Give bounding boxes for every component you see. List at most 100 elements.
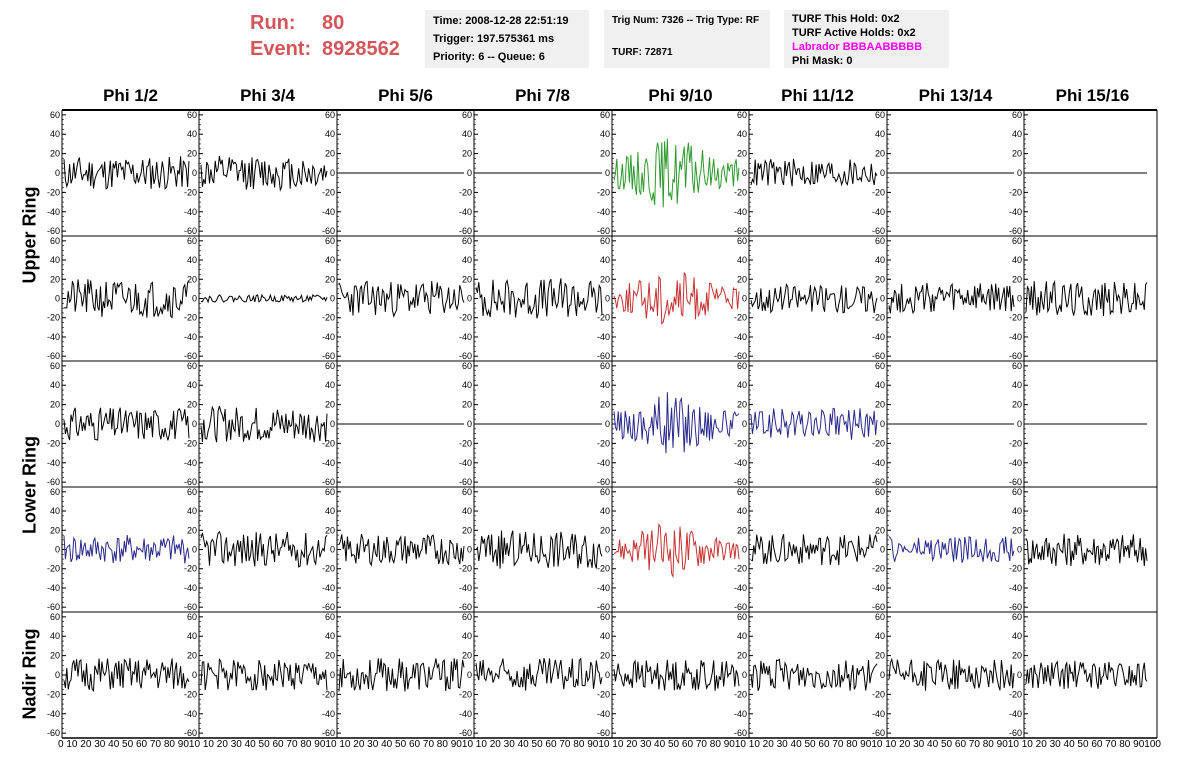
y-tick-label: -20 (734, 313, 747, 323)
y-tick-label: -60 (872, 351, 885, 361)
y-tick-label: -60 (47, 602, 60, 612)
y-tick-label: 0 (1017, 168, 1022, 178)
y-tick-label: -20 (597, 313, 610, 323)
waveform-trace (1025, 533, 1148, 567)
y-tick-label: -40 (597, 583, 610, 593)
y-tick-label: -40 (47, 458, 60, 468)
waveform-trace (63, 658, 190, 692)
y-tick-label: 20 (737, 651, 747, 661)
y-tick-label: 60 (1012, 361, 1022, 371)
turf-text: TURF: 72871 (612, 47, 673, 58)
y-tick-label: -20 (597, 438, 610, 448)
y-tick-label: -20 (734, 689, 747, 699)
y-tick-label: 60 (187, 612, 197, 622)
y-tick-label: 60 (325, 110, 335, 120)
waveform-trace (750, 158, 878, 187)
y-tick-label: 0 (55, 670, 60, 680)
y-tick-label: -60 (459, 728, 472, 738)
y-tick-label: -40 (597, 709, 610, 719)
y-tick-label: 40 (737, 380, 747, 390)
event-label: Event: (250, 38, 312, 60)
y-tick-label: 60 (875, 612, 885, 622)
panel-r5-c3: -60 -40 -20 0 20 40 60 (322, 612, 465, 738)
y-tick-label: 0 (605, 168, 610, 178)
y-tick-label: -20 (597, 187, 610, 197)
y-tick-label: 40 (462, 255, 472, 265)
y-tick-label: -60 (597, 351, 610, 361)
y-tick-label: 0 (330, 419, 335, 429)
y-tick-label: -20 (872, 187, 885, 197)
y-tick-label: 0 (330, 670, 335, 680)
y-tick-label: -60 (322, 477, 335, 487)
y-tick-label: -60 (597, 477, 610, 487)
panel-r3-c2: -60 -40 -20 0 20 40 60 (184, 361, 328, 487)
y-tick-label: -20 (459, 313, 472, 323)
y-tick-label: 20 (737, 274, 747, 284)
panel-r1-c5: -60 -40 -20 0 20 40 60 (597, 110, 740, 236)
y-tick-label: 40 (737, 129, 747, 139)
y-tick-label: 20 (1012, 274, 1022, 284)
y-tick-label: -20 (734, 438, 747, 448)
panel-r2-c8: -60 -40 -20 0 20 40 60 (1009, 236, 1148, 361)
panel-r2-c6: -60 -40 -20 0 20 40 60 (734, 236, 878, 361)
waveform-trace (613, 138, 740, 208)
y-tick-label: 40 (600, 631, 610, 641)
y-tick-label: 20 (875, 651, 885, 661)
panel-r5-c8: -60 -40 -20 0 20 40 60 (1009, 612, 1148, 738)
y-tick-label: -20 (459, 564, 472, 574)
waveform-trace (338, 658, 465, 692)
waveform-trace (1025, 279, 1148, 317)
panel-r3-c6: -60 -40 -20 0 20 40 60 (734, 361, 878, 487)
y-tick-label: -40 (459, 709, 472, 719)
y-tick-label: -20 (47, 564, 60, 574)
y-tick-label: 40 (600, 506, 610, 516)
y-tick-label: -40 (872, 583, 885, 593)
y-tick-label: 20 (875, 525, 885, 535)
y-tick-label: -40 (322, 709, 335, 719)
y-tick-label: -40 (734, 583, 747, 593)
y-tick-label: -60 (734, 477, 747, 487)
y-tick-label: -60 (1009, 226, 1022, 236)
y-tick-label: 0 (742, 670, 747, 680)
y-tick-label: 60 (325, 236, 335, 246)
y-tick-label: 40 (1012, 380, 1022, 390)
panel-r1-c4: -60 -40 -20 0 20 40 60 (459, 110, 602, 236)
waveform-trace (750, 658, 878, 691)
y-tick-label: -60 (322, 351, 335, 361)
y-tick-label: -20 (322, 564, 335, 574)
panel-r5-c2: -60 -40 -20 0 20 40 60 (184, 612, 328, 738)
y-tick-label: 0 (880, 168, 885, 178)
y-tick-label: 40 (50, 129, 60, 139)
y-tick-label: 0 (880, 419, 885, 429)
panel-r4-c2: -60 -40 -20 0 20 40 60 (184, 487, 328, 612)
y-tick-label: -40 (184, 709, 197, 719)
panel-r3-c1: -60 -40 -20 0 20 40 60 (47, 361, 190, 487)
panel-r1-c3: -60 -40 -20 0 20 40 60 (322, 110, 464, 236)
y-tick-label: 60 (325, 487, 335, 497)
y-tick-label: 20 (462, 525, 472, 535)
y-tick-label: 0 (742, 294, 747, 304)
y-tick-label: 40 (325, 129, 335, 139)
y-tick-label: -60 (184, 477, 197, 487)
y-tick-label: -40 (734, 709, 747, 719)
y-tick-label: 60 (600, 110, 610, 120)
y-tick-label: -60 (1009, 351, 1022, 361)
phi-mask-text: Phi Mask: 0 (792, 55, 853, 67)
y-tick-label: 20 (737, 149, 747, 159)
y-tick-label: 20 (50, 400, 60, 410)
y-tick-label: -20 (872, 313, 885, 323)
y-tick-label: -60 (734, 226, 747, 236)
y-tick-label: -20 (184, 564, 197, 574)
y-tick-label: -60 (459, 602, 472, 612)
y-tick-label: 40 (325, 255, 335, 265)
y-tick-label: 0 (742, 545, 747, 555)
waveform-trace (750, 407, 878, 440)
y-tick-label: 0 (192, 294, 197, 304)
y-tick-label: 20 (1012, 149, 1022, 159)
y-tick-label: 0 (330, 294, 335, 304)
y-tick-label: 0 (192, 168, 197, 178)
y-tick-label: 40 (600, 129, 610, 139)
y-tick-label: -60 (47, 226, 60, 236)
y-tick-label: 0 (467, 545, 472, 555)
y-tick-label: 20 (187, 149, 197, 159)
